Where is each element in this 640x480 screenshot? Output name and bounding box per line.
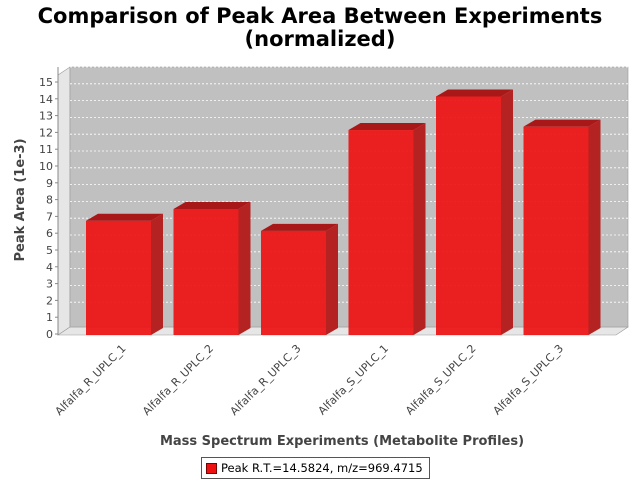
bar-front [436,96,501,335]
bar-top [436,89,513,97]
y-tick-label: 2 [46,294,53,307]
x-tick-label: Alfalfa_S_UPLC_3 [491,342,567,418]
bar-front [261,230,326,335]
bar-side [413,123,426,335]
bar-top [523,119,601,127]
y-tick-label: 6 [46,227,53,240]
y-tick-label: 7 [46,210,53,223]
y-tick-label: 5 [46,244,53,257]
x-tick-label: Alfalfa_R_UPLC_2 [140,342,216,418]
y-tick-label: 4 [46,261,53,274]
chart-title-line-2: (normalized) [244,27,396,51]
bar-top [173,202,251,209]
plot-left-wall [57,66,71,336]
bar-top [86,213,163,221]
x-tick-label: Alfalfa_S_UPLC_1 [316,342,392,418]
bar-side [501,89,513,335]
y-axis-title: Peak Area (1e-3) [13,138,28,261]
legend-swatch [206,462,217,474]
bar-side [238,202,251,335]
bar-side [588,119,601,336]
y-tick-label: 9 [46,177,53,190]
bar-side [151,213,163,335]
x-axis-title: Mass Spectrum Experiments (Metabolite Pr… [160,434,524,449]
bar-top [348,123,426,131]
bar-front [348,130,414,335]
y-tick-label: 13 [39,110,53,123]
bar-top [261,223,338,231]
y-tick-label: 12 [39,126,53,139]
legend: Peak R.T.=14.5824, m/z=969.4715 [201,457,430,479]
y-tick-label: 14 [39,93,53,106]
bar-front [86,220,151,335]
y-tick-label: 1 [46,311,53,324]
x-tick-label: Alfalfa_R_UPLC_1 [53,342,129,418]
y-tick-label: 3 [46,278,53,291]
legend-label: Peak R.T.=14.5824, m/z=969.4715 [221,461,423,475]
y-tick-label: 8 [46,194,53,207]
y-tick-label: 0 [46,328,53,341]
y-tick-label: 11 [39,143,53,156]
chart-title-line-1: Comparison of Peak Area Between Experime… [37,4,603,28]
y-tick-label: 15 [39,76,53,89]
x-tick-label: Alfalfa_R_UPLC_3 [228,342,304,418]
x-tick-label: Alfalfa_S_UPLC_2 [403,342,479,418]
bar-front [173,209,239,335]
bar-side [326,223,338,335]
bar-front [523,126,589,336]
y-tick-label: 10 [39,160,53,173]
